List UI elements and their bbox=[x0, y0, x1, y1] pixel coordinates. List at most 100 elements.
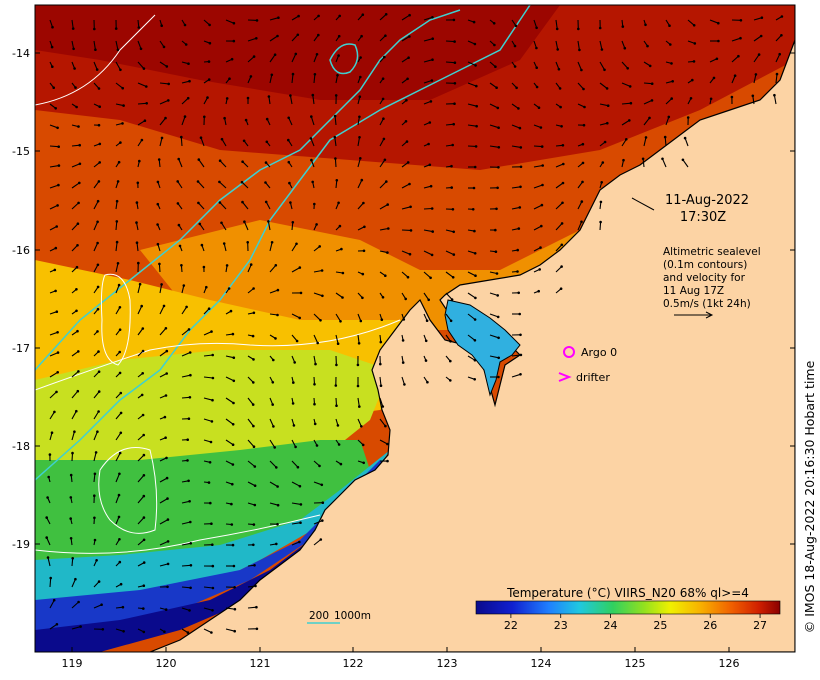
velocity-arrow-head bbox=[160, 283, 163, 286]
cyan-zone bbox=[35, 450, 390, 625]
velocity-arrow-head bbox=[451, 208, 455, 211]
velocity-arrow-head bbox=[231, 482, 234, 486]
velocity-arrow-head bbox=[386, 459, 389, 463]
velocity-arrow bbox=[137, 61, 145, 69]
velocity-arrow-head bbox=[404, 297, 408, 301]
velocity-arrow-head bbox=[249, 75, 253, 78]
velocity-arrow bbox=[401, 14, 410, 21]
colorbar-ticks: 22 23 24 25 26 27 bbox=[504, 614, 767, 632]
velocity-arrow-head bbox=[430, 253, 434, 257]
velocity-arrow-head bbox=[197, 201, 200, 205]
velocity-arrow-head bbox=[252, 55, 256, 58]
velocity-arrow-head bbox=[273, 53, 277, 56]
velocity-arrow-head bbox=[275, 466, 278, 469]
velocity-arrow-head bbox=[495, 272, 499, 275]
velocity-arrow-head bbox=[209, 440, 213, 444]
velocity-arrow-head bbox=[339, 462, 343, 466]
velocity-arrow-head bbox=[513, 65, 517, 68]
velocity-arrow-head bbox=[101, 628, 105, 631]
velocity-arrow-head bbox=[142, 494, 146, 498]
velocity-arrow-head bbox=[382, 117, 385, 120]
velocity-arrow-head bbox=[208, 41, 212, 45]
velocity-arrow-head bbox=[145, 85, 148, 88]
velocity-arrow bbox=[555, 223, 563, 231]
velocity-arrow-head bbox=[709, 97, 713, 101]
velocity-arrow-head bbox=[138, 282, 142, 286]
velocity-arrow-head bbox=[540, 224, 543, 228]
velocity-arrow-head bbox=[671, 80, 674, 83]
velocity-arrow bbox=[180, 137, 183, 147]
isobath-1000 bbox=[35, 5, 531, 481]
velocity-arrow-head bbox=[518, 206, 522, 209]
velocity-arrow-head bbox=[142, 474, 146, 477]
velocity-arrow-head bbox=[406, 77, 409, 81]
velocity-arrow-head bbox=[294, 445, 297, 449]
velocity-arrow-head bbox=[315, 223, 318, 226]
velocity-arrow bbox=[684, 137, 689, 147]
velocity-arrow-head bbox=[406, 275, 410, 279]
velocity-arrow-head bbox=[253, 503, 257, 507]
velocity-arrow-head bbox=[449, 359, 452, 363]
velocity-arrow-head bbox=[265, 117, 269, 121]
velocity-arrow-head bbox=[167, 82, 170, 86]
velocity-arrow-head bbox=[474, 64, 477, 67]
velocity-arrow-head bbox=[335, 179, 339, 182]
velocity-arrow-head bbox=[164, 436, 167, 440]
velocity-arrow-head bbox=[321, 501, 325, 505]
velocity-arrow bbox=[357, 202, 364, 210]
velocity-arrow bbox=[511, 206, 520, 210]
velocity-arrow-head bbox=[362, 461, 366, 465]
velocity-arrow-head bbox=[136, 181, 140, 185]
velocity-arrow-head bbox=[156, 202, 160, 206]
velocity-arrow-head bbox=[77, 350, 80, 353]
velocity-arrow-head bbox=[156, 223, 159, 226]
velocity-arrow-head bbox=[77, 600, 80, 604]
velocity-arrow bbox=[269, 242, 273, 252]
velocity-arrow bbox=[379, 418, 386, 427]
velocity-arrow-head bbox=[229, 309, 233, 313]
velocity-arrow-head bbox=[73, 67, 76, 70]
velocity-arrow-head bbox=[539, 246, 542, 249]
velocity-arrow-head bbox=[166, 518, 170, 521]
velocity-arrow-head bbox=[96, 430, 99, 434]
velocity-arrow-head bbox=[475, 124, 478, 128]
velocity-arrow-head bbox=[541, 164, 544, 167]
info-line: (0.1m contours) bbox=[663, 259, 747, 271]
velocity-arrow bbox=[71, 163, 81, 168]
velocity-arrow bbox=[269, 74, 273, 84]
velocity-arrow-head bbox=[360, 34, 363, 38]
velocity-arrow bbox=[313, 539, 322, 546]
velocity-arrow-head bbox=[359, 157, 362, 160]
velocity-arrow-head bbox=[650, 82, 654, 85]
velocity-arrow bbox=[159, 498, 168, 504]
velocity-arrow-head bbox=[277, 16, 280, 20]
velocity-arrow-head bbox=[449, 319, 453, 323]
velocity-arrow-head bbox=[166, 562, 170, 566]
velocity-arrow-head bbox=[233, 586, 236, 589]
velocity-arrow-head bbox=[644, 23, 647, 27]
velocity-arrow-head bbox=[77, 370, 80, 373]
velocity-arrow bbox=[289, 95, 293, 105]
velocity-arrow bbox=[247, 460, 256, 467]
velocity-arrow-head bbox=[361, 13, 365, 16]
velocity-arrow-head bbox=[338, 14, 342, 18]
velocity-arrow-head bbox=[78, 143, 81, 147]
velocity-arrow-head bbox=[142, 584, 146, 587]
velocity-arrow bbox=[200, 137, 205, 147]
velocity-arrow-head bbox=[449, 340, 452, 343]
velocity-arrow bbox=[577, 40, 580, 50]
velocity-arrow bbox=[313, 54, 318, 63]
velocity-arrow bbox=[93, 391, 100, 399]
velocity-arrow-head bbox=[187, 328, 191, 331]
velocity-arrow-head bbox=[253, 484, 257, 488]
velocity-arrow bbox=[181, 542, 191, 546]
velocity-arrow-head bbox=[230, 57, 234, 61]
velocity-arrow-head bbox=[228, 77, 231, 80]
blue-zone bbox=[35, 460, 388, 652]
velocity-arrow-head bbox=[141, 413, 145, 417]
velocity-arrow-head bbox=[97, 390, 101, 393]
velocity-arrow-head bbox=[561, 144, 565, 147]
velocity-arrow-head bbox=[119, 411, 123, 415]
velocity-arrow-head bbox=[232, 401, 235, 405]
velocity-arrow-head bbox=[289, 94, 292, 97]
